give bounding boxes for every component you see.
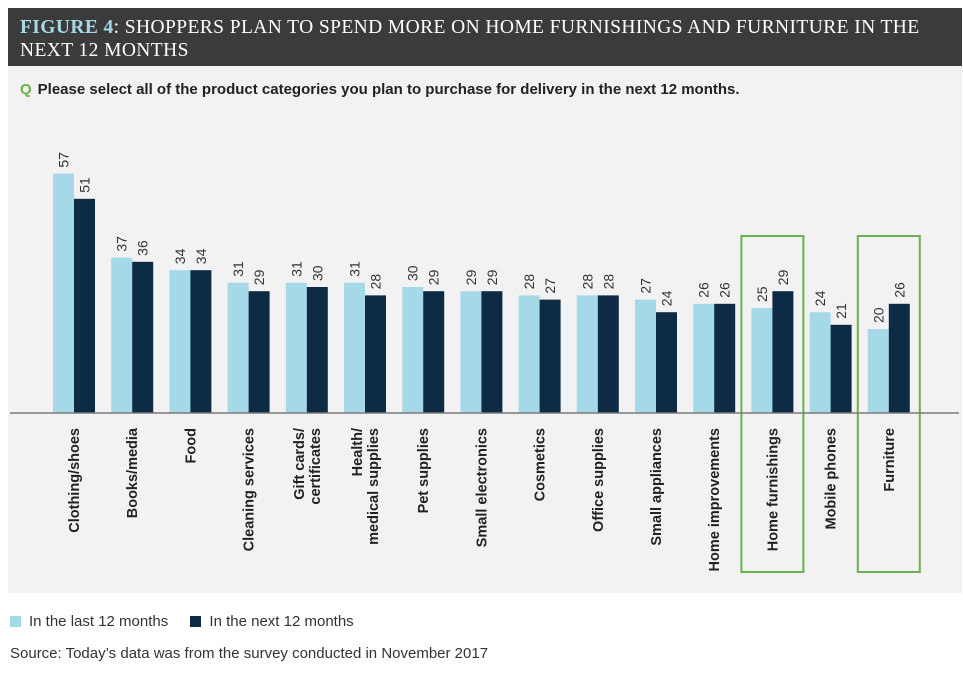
- category-label-mobile-phones: Mobile phones: [824, 428, 840, 530]
- category-label-health-medical-supplies-2: medical supplies: [366, 428, 382, 545]
- data-label-health-medical-supplies-last: 31: [347, 261, 363, 277]
- bar-health-medical-supplies-next: [365, 295, 386, 413]
- data-label-gift-cards-certificates-last: 31: [288, 261, 304, 277]
- bar-furniture-next: [888, 303, 910, 413]
- data-label-books-media-last: 37: [114, 236, 130, 252]
- data-label-small-appliances-next: 24: [659, 290, 675, 306]
- data-label-furniture-last: 20: [870, 307, 886, 323]
- category-label-books-media: Books/media: [125, 427, 141, 518]
- category-label-small-electronics: Small electronics: [474, 428, 490, 547]
- data-label-small-electronics-last: 29: [463, 269, 479, 285]
- data-label-food-last: 34: [172, 248, 188, 264]
- data-label-small-appliances-last: 27: [638, 278, 654, 294]
- question-text: Please select all of the product categor…: [37, 81, 740, 98]
- data-label-health-medical-supplies-next: 28: [368, 274, 384, 290]
- legend-label-last: In the last 12 months: [29, 613, 169, 630]
- bar-chart: 57 51 Clothing/shoes 37 36 Books/media 34 34 Foo…: [10, 152, 959, 573]
- figure-title-text: : SHOPPERS PLAN TO SPEND MORE ON HOME FU…: [20, 17, 920, 61]
- bar-office-supplies-next: [597, 295, 619, 413]
- data-label-food-next: 34: [193, 248, 209, 264]
- data-label-clothing-shoes-last: 57: [56, 152, 72, 168]
- category-label-small-appliances: Small appliances: [649, 428, 665, 546]
- bar-home-furnishings-last: [751, 308, 773, 413]
- category-label-food: Food: [183, 428, 199, 463]
- bar-mobile-phones-last: [809, 312, 831, 413]
- bar-mobile-phones-next: [830, 324, 852, 413]
- data-label-books-media-next: 36: [135, 240, 151, 256]
- legend-item-last: In the last 12 months: [10, 613, 168, 630]
- bar-small-electronics-next: [481, 291, 503, 413]
- figure-number: FIGURE 4: [20, 17, 114, 38]
- bar-books-media-last: [111, 257, 133, 413]
- data-label-small-electronics-next: 29: [484, 269, 500, 285]
- data-label-clothing-shoes-next: 51: [77, 177, 93, 193]
- bar-furniture-last: [867, 329, 889, 413]
- bar-home-furnishings-next: [772, 291, 794, 413]
- bar-cosmetics-next: [539, 299, 561, 413]
- figure-title: FIGURE 4: SHOPPERS PLAN TO SPEND MORE ON…: [8, 8, 962, 66]
- data-label-office-supplies-next: 28: [600, 274, 616, 290]
- data-label-cosmetics-last: 28: [521, 274, 537, 290]
- bar-pet-supplies-last: [402, 287, 424, 413]
- bar-small-electronics-last: [460, 291, 482, 413]
- bar-clothing-shoes-next: [74, 198, 95, 413]
- category-label-clothing-shoes: Clothing/shoes: [67, 428, 83, 533]
- category-label-furniture: Furniture: [882, 428, 898, 492]
- category-label-gift-cards-certificates-1: Gift cards/: [292, 428, 308, 500]
- bar-gift-cards-certificates-next: [306, 287, 328, 413]
- category-label-health-medical-supplies-1: Health/: [350, 428, 366, 476]
- data-label-cleaning-services-next: 29: [251, 269, 267, 285]
- highlight-box-home-furnishings: [740, 235, 805, 573]
- bar-books-media-next: [132, 261, 154, 413]
- data-label-home-improvements-last: 26: [696, 282, 712, 298]
- source-note: Source: Today’s data was from the survey…: [10, 645, 489, 662]
- category-label-pet-supplies: Pet supplies: [416, 428, 432, 513]
- data-label-cosmetics-next: 27: [542, 278, 558, 294]
- bar-food-next: [190, 270, 212, 413]
- bar-small-appliances-last: [635, 299, 656, 413]
- data-label-cleaning-services-last: 31: [230, 261, 246, 277]
- bar-home-improvements-last: [693, 303, 715, 413]
- bar-clothing-shoes-last: [53, 173, 74, 413]
- bar-home-improvements-next: [714, 303, 736, 413]
- data-label-pet-supplies-next: 29: [426, 269, 442, 285]
- bar-cleaning-services-last: [227, 282, 249, 413]
- data-label-mobile-phones-last: 24: [812, 290, 828, 306]
- data-label-home-furnishings-last: 25: [754, 286, 770, 302]
- data-label-furniture-next: 26: [891, 282, 907, 298]
- category-label-cosmetics: Cosmetics: [533, 428, 549, 501]
- legend-label-next: In the next 12 months: [209, 613, 354, 630]
- category-label-home-improvements: Home improvements: [707, 428, 723, 571]
- bar-pet-supplies-next: [423, 291, 445, 413]
- category-label-office-supplies: Office supplies: [591, 428, 607, 532]
- category-label-gift-cards-certificates-2: certificates: [308, 428, 324, 505]
- highlight-box-furniture: [856, 235, 921, 573]
- bar-cosmetics-last: [518, 295, 540, 413]
- bar-health-medical-supplies-last: [344, 282, 365, 413]
- bar-office-supplies-last: [576, 295, 598, 413]
- legend-swatch-next: [190, 616, 202, 627]
- category-label-cleaning-services: Cleaning services: [242, 428, 258, 551]
- question-mark: Q: [20, 81, 32, 98]
- data-label-office-supplies-last: 28: [579, 274, 595, 290]
- data-label-home-furnishings-next: 29: [775, 269, 791, 285]
- bar-cleaning-services-next: [248, 291, 270, 413]
- data-label-home-improvements-next: 26: [717, 282, 733, 298]
- legend-swatch-last: [10, 616, 21, 627]
- bar-food-last: [169, 270, 191, 413]
- category-label-home-furnishings: Home furnishings: [765, 428, 781, 551]
- bar-gift-cards-certificates-last: [285, 282, 307, 413]
- data-label-pet-supplies-last: 30: [405, 265, 421, 281]
- question: Q Please select all of the product catego…: [20, 81, 740, 98]
- data-label-gift-cards-certificates-next: 30: [309, 265, 325, 281]
- bar-small-appliances-next: [656, 312, 677, 413]
- legend-item-next: In the next 12 months: [190, 613, 354, 630]
- legend: In the last 12 months In the next 12 mon…: [10, 613, 372, 630]
- data-label-mobile-phones-next: 21: [833, 303, 849, 319]
